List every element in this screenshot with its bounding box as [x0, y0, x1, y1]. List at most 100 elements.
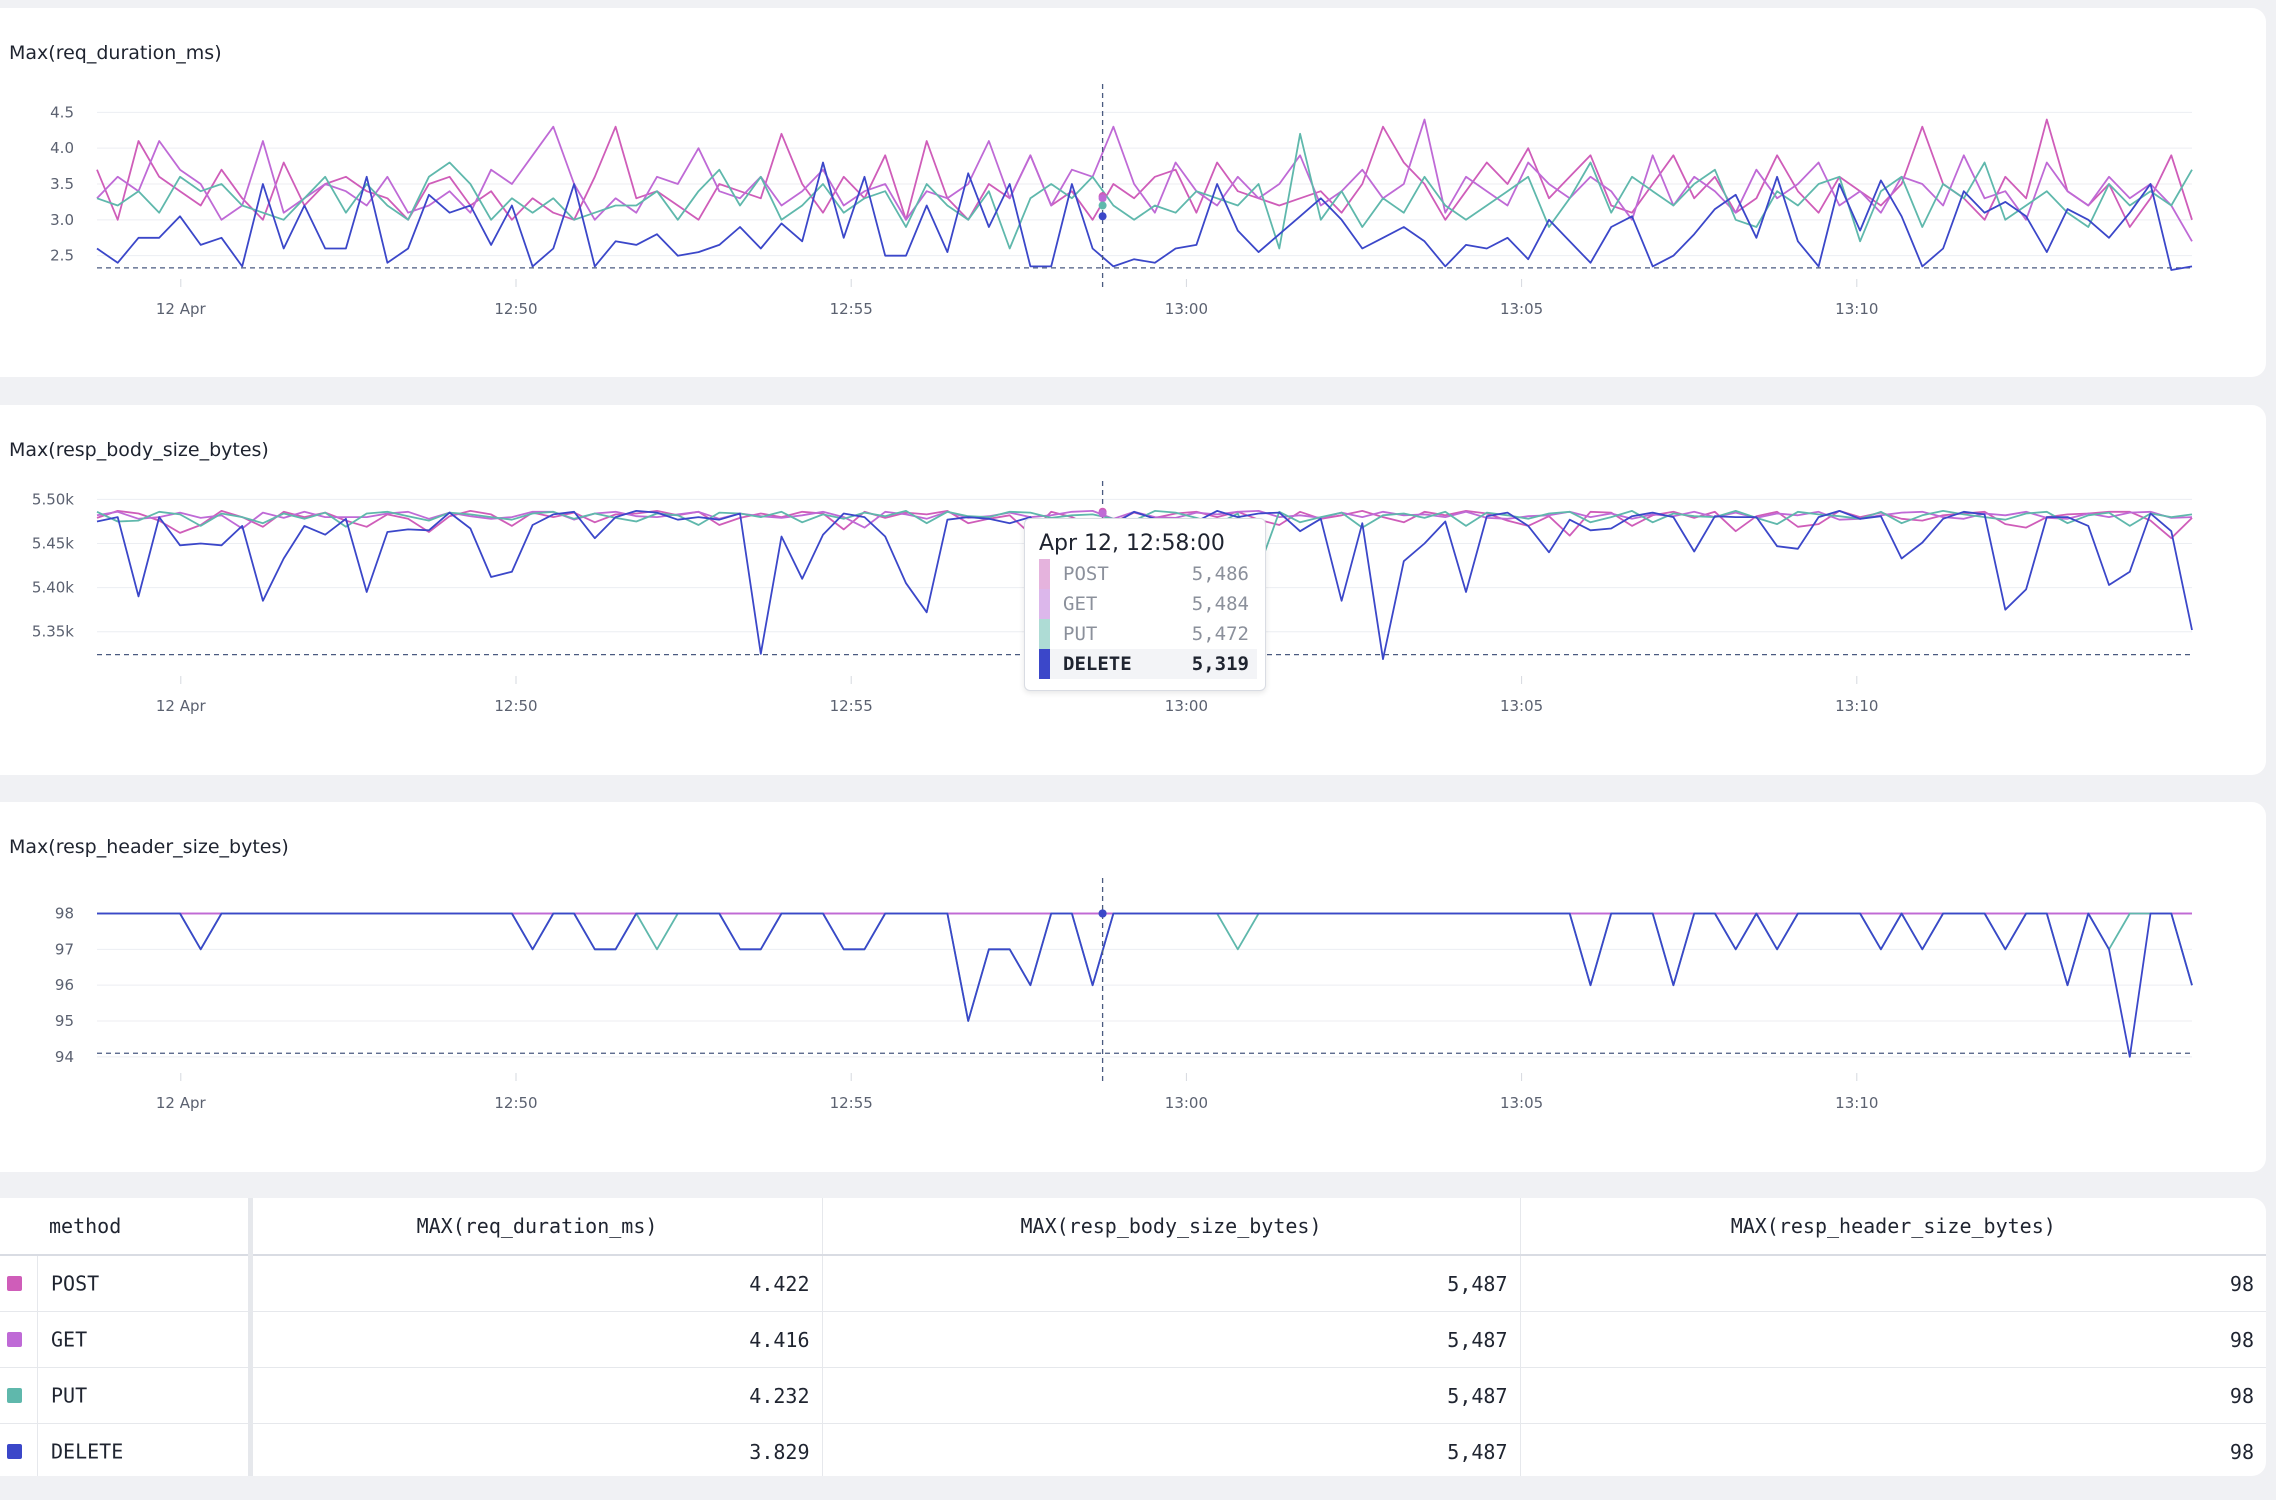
line-chart[interactable]: 2.5 3.0 3.5 4.0 4.5 12 Apr 12:50 12:55 13:00 13:0… [0, 8, 2266, 377]
y-tick-label: 5.50k [32, 490, 74, 508]
x-tick-label: 12 Apr [156, 697, 207, 715]
line-chart[interactable]: 94 95 96 97 98 12 Apr 12:50 12:55 13:00 13:05 13:1… [0, 802, 2266, 1172]
x-tick-label: 12:50 [494, 1094, 537, 1112]
y-tick-label: 98 [55, 905, 74, 923]
x-tick-label: 12 Apr [156, 1094, 207, 1112]
req-duration-cell: 3.829 [250, 1423, 823, 1476]
tooltip-row-post: POST 5,486 [1039, 559, 1257, 589]
x-tick-label: 13:10 [1835, 1094, 1878, 1112]
series-line-delete[interactable] [97, 912, 2193, 1058]
x-tick-label: 13:00 [1165, 1094, 1208, 1112]
x-tick-label: 12 Apr [156, 300, 207, 318]
y-tick-label: 5.35k [32, 623, 74, 641]
crosshair-point [1098, 201, 1107, 210]
x-tick-label: 12:55 [830, 1094, 873, 1112]
summary-table-panel: method MAX(req_duration_ms) MAX(resp_bod… [0, 1198, 2266, 1476]
tooltip-row-delete: DELETE 5,319 [1039, 649, 1257, 679]
x-tick-label: 13:10 [1835, 300, 1878, 318]
x-tick-label: 13:05 [1500, 1094, 1543, 1112]
tooltip-row-get: GET 5,484 [1039, 589, 1257, 619]
x-tick-label: 12:55 [830, 300, 873, 318]
method-label: POST [51, 1271, 100, 1296]
resp-body-size-cell: 5,487 [822, 1423, 1521, 1476]
y-tick-label: 95 [55, 1012, 74, 1030]
crosshair-point [1098, 909, 1107, 918]
method-cell: DELETE [0, 1423, 253, 1476]
series-color-swatch [7, 1276, 22, 1291]
summary-table: method MAX(req_duration_ms) MAX(resp_bod… [0, 1198, 2266, 1476]
y-tick-label: 5.40k [32, 579, 74, 597]
table-row[interactable]: DELETE 3.829 5,487 98 [0, 1423, 2266, 1476]
series-color-swatch [7, 1444, 22, 1459]
tooltip-series-value: 5,472 [1191, 623, 1249, 645]
method-cell: GET [0, 1311, 253, 1368]
chart-panel-req-duration: Max(req_duration_ms) 2.5 3.0 3.5 4.0 4.5 12 A… [0, 8, 2266, 377]
crosshair-point [1098, 212, 1107, 221]
series-line-put[interactable] [96, 132, 2193, 250]
tooltip-series-name: POST [1063, 563, 1109, 585]
x-tick-label: 13:00 [1165, 300, 1208, 318]
tooltip-row-put: PUT 5,472 [1039, 619, 1257, 649]
table-row[interactable]: PUT 4.232 5,487 98 [0, 1367, 2266, 1424]
tooltip-title: Apr 12, 12:58:00 [1039, 531, 1225, 556]
crosshair-point [1098, 509, 1107, 518]
chart-title: Max(req_duration_ms) [9, 42, 222, 64]
y-tick-label: 4.0 [50, 139, 74, 157]
y-tick-label: 96 [55, 976, 74, 994]
method-cell: POST [0, 1255, 253, 1312]
series-line-post[interactable] [96, 118, 2193, 228]
y-tick-label: 3.5 [50, 175, 74, 193]
y-tick-label: 94 [55, 1048, 74, 1066]
y-tick-label: 5.45k [32, 535, 74, 553]
series-line-put[interactable] [97, 912, 2193, 1022]
resp-header-size-cell: 98 [1520, 1311, 2266, 1368]
chart-panel-resp-header-size: Max(resp_header_size_bytes) 94 95 96 97 98 12… [0, 802, 2266, 1172]
x-tick-label: 12:50 [494, 300, 537, 318]
column-header-resp-body-size[interactable]: MAX(resp_body_size_bytes) [822, 1198, 1521, 1256]
tooltip-series-name: GET [1063, 593, 1098, 615]
resp-body-size-cell: 5,487 [822, 1311, 1521, 1368]
crosshair-point [1098, 194, 1107, 203]
method-label: DELETE [51, 1439, 124, 1464]
resp-header-size-cell: 98 [1520, 1255, 2266, 1312]
table-row[interactable]: GET 4.416 5,487 98 [0, 1311, 2266, 1368]
tooltip-series-value: 5,484 [1191, 593, 1249, 615]
y-tick-label: 97 [55, 940, 74, 958]
resp-body-size-cell: 5,487 [822, 1255, 1521, 1312]
tooltip-swatch [1039, 619, 1050, 649]
tooltip-swatch [1039, 589, 1050, 619]
series-line-get[interactable] [96, 118, 2193, 242]
tooltip-swatch [1039, 649, 1050, 679]
tooltip-series-value: 5,319 [1191, 653, 1249, 675]
req-duration-cell: 4.232 [250, 1367, 823, 1424]
x-tick-label: 13:05 [1500, 300, 1543, 318]
x-tick-label: 13:10 [1835, 697, 1878, 715]
y-tick-label: 4.5 [50, 103, 74, 121]
column-header-resp-header-size[interactable]: MAX(resp_header_size_bytes) [1520, 1198, 2266, 1256]
y-tick-label: 3.0 [50, 211, 74, 229]
y-tick-label: 2.5 [50, 247, 74, 265]
series-color-swatch [7, 1388, 22, 1403]
series-line-delete[interactable] [96, 161, 2193, 271]
method-cell: PUT [0, 1367, 253, 1424]
chart-tooltip: Apr 12, 12:58:00 POST 5,486 GET 5,484 PU… [1024, 518, 1266, 691]
chart-title: Max(resp_body_size_bytes) [9, 439, 269, 461]
column-header-method[interactable]: method [0, 1198, 253, 1256]
tooltip-swatch [1039, 559, 1050, 589]
resp-body-size-cell: 5,487 [822, 1367, 1521, 1424]
x-tick-label: 13:00 [1165, 697, 1208, 715]
series-color-swatch [7, 1332, 22, 1347]
x-tick-label: 12:50 [494, 697, 537, 715]
method-label: PUT [51, 1383, 88, 1408]
tooltip-series-name: PUT [1063, 623, 1098, 645]
method-label: GET [51, 1327, 88, 1352]
chart-title: Max(resp_header_size_bytes) [9, 836, 289, 858]
tooltip-series-name: DELETE [1063, 653, 1132, 675]
table-header-row: method MAX(req_duration_ms) MAX(resp_bod… [0, 1198, 2266, 1256]
column-header-req-duration[interactable]: MAX(req_duration_ms) [250, 1198, 823, 1256]
tooltip-series-value: 5,486 [1191, 563, 1249, 585]
series-line-delete[interactable] [96, 510, 2193, 661]
req-duration-cell: 4.416 [250, 1311, 823, 1368]
x-tick-label: 12:55 [830, 697, 873, 715]
table-row[interactable]: POST 4.422 5,487 98 [0, 1255, 2266, 1312]
